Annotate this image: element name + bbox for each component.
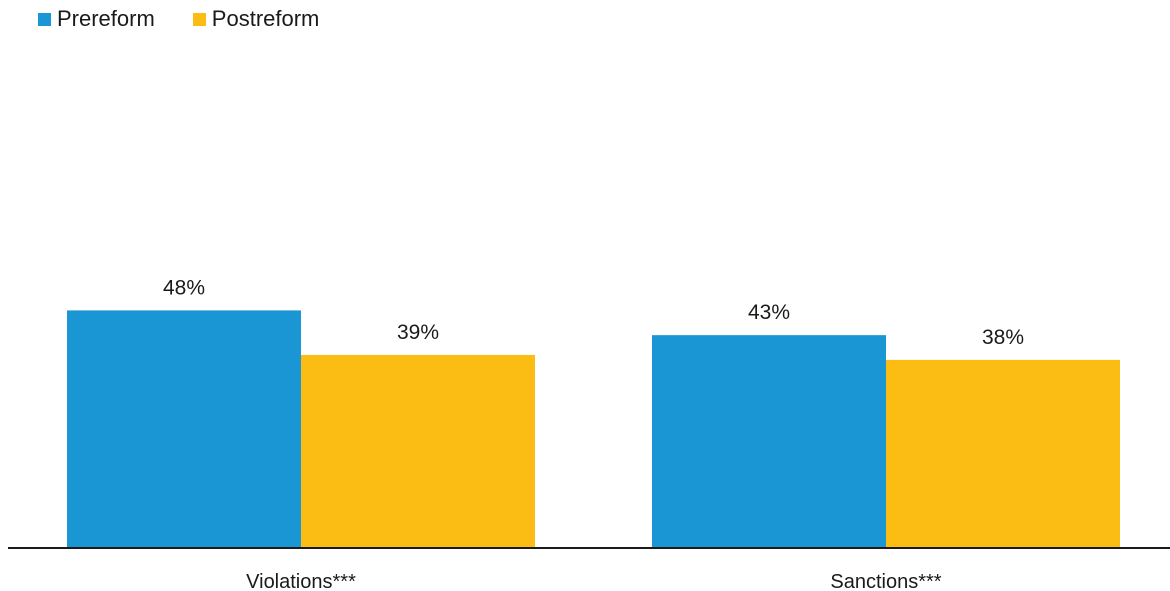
value-labels-group: 48% 39% 43% 38% <box>163 276 1024 349</box>
category-labels-group: Violations*** Sanctions*** <box>246 571 942 591</box>
category-label-0: Violations*** <box>246 571 356 591</box>
value-label-postreform-0: 39% <box>397 321 439 344</box>
legend-label-postreform: Postreform <box>211 6 320 31</box>
bars-group <box>67 310 1120 548</box>
chart-legend: Prereform Postreform <box>38 6 319 32</box>
value-label-prereform-0: 48% <box>163 276 205 299</box>
legend-item-postreform: Postreform <box>192 6 320 32</box>
bar-prereform-1 <box>652 335 886 548</box>
bar-postreform-0 <box>301 354 535 548</box>
legend-swatch-postreform <box>192 12 206 26</box>
legend-swatch-prereform <box>38 12 51 26</box>
legend-label-prereform: Prereform <box>57 6 155 31</box>
bar-postreform-1 <box>886 359 1120 548</box>
category-label-1: Sanctions*** <box>830 571 941 591</box>
legend-item-prereform: Prereform <box>38 6 155 32</box>
value-label-prereform-1: 43% <box>748 301 790 324</box>
bar-prereform-0 <box>67 310 301 548</box>
value-label-postreform-1: 38% <box>982 326 1024 349</box>
